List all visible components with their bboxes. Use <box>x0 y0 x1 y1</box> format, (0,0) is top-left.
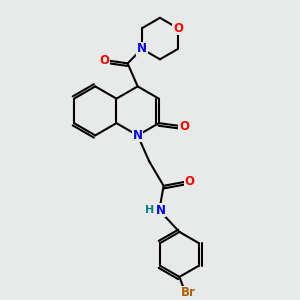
Text: N: N <box>133 129 143 142</box>
Text: O: O <box>179 119 189 133</box>
Text: H: H <box>145 205 154 215</box>
Text: N: N <box>156 204 166 217</box>
Text: Br: Br <box>181 286 196 299</box>
Text: O: O <box>100 54 110 67</box>
Text: O: O <box>184 175 194 188</box>
Text: N: N <box>137 42 147 56</box>
Text: O: O <box>173 22 183 35</box>
